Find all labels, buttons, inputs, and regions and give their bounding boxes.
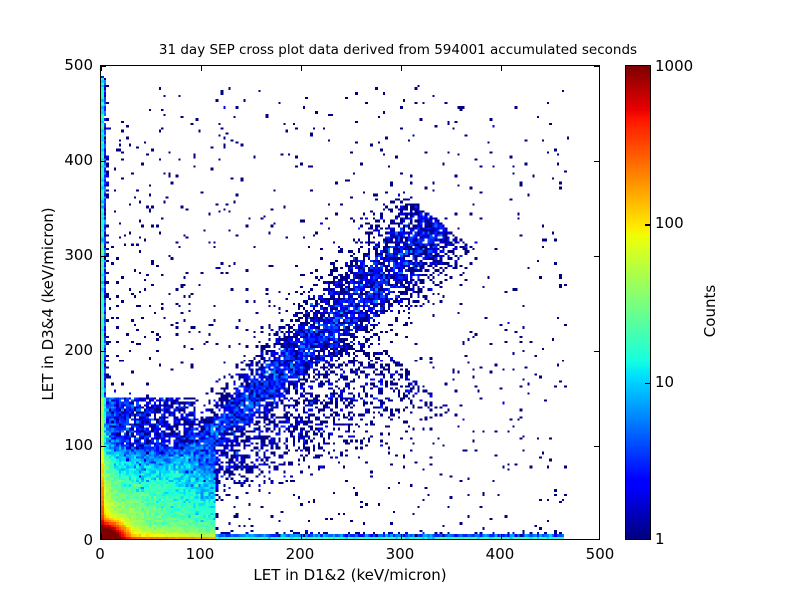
chart-title-line-1: 31 day SEP cross plot data derived from … [158, 42, 638, 58]
x-tick-label-200: 200 [285, 545, 315, 563]
x-tick-top-400 [501, 66, 503, 71]
x-tick-label-300: 300 [385, 545, 415, 563]
y-tick-100 [101, 446, 106, 448]
y-tick-right-400 [594, 161, 599, 163]
x-tick-label-100: 100 [185, 545, 215, 563]
x-tick-label-400: 400 [485, 545, 515, 563]
y-tick-300 [101, 256, 106, 258]
x-tick-100 [201, 534, 203, 539]
y-tick-right-300 [594, 256, 599, 258]
x-tick-300 [401, 534, 403, 539]
colorbar-label: Counts [701, 284, 719, 338]
colorbar-tick-label-100: 100 [655, 214, 684, 233]
x-tick-label-0: 0 [95, 545, 105, 563]
y-tick-label-100: 100 [64, 436, 93, 454]
colorbar-tick-label-1: 1 [655, 529, 665, 548]
y-axis-label: LET in D3&4 (keV/micron) [39, 207, 57, 401]
y-tick-right-500 [594, 66, 599, 68]
colorbar-tick-100 [645, 224, 650, 226]
colorbar [625, 65, 651, 540]
y-tick-400 [101, 161, 106, 163]
density-heatmap-canvas [101, 66, 599, 539]
colorbar-tick-10 [645, 382, 650, 384]
y-tick-label-400: 400 [64, 151, 93, 169]
colorbar-gradient [626, 66, 650, 539]
y-tick-label-500: 500 [64, 56, 93, 74]
y-tick-label-0: 0 [83, 531, 93, 549]
x-axis-label: LET in D1&2 (keV/micron) [253, 566, 447, 584]
y-tick-label-300: 300 [64, 246, 93, 264]
colorbar-tick-label-10: 10 [655, 372, 675, 391]
y-tick-label-200: 200 [64, 341, 93, 359]
x-tick-top-200 [301, 66, 303, 71]
x-tick-top-300 [401, 66, 403, 71]
y-tick-right-100 [594, 446, 599, 448]
x-tick-label-500: 500 [585, 545, 615, 563]
y-tick-200 [101, 351, 106, 353]
x-tick-top-100 [201, 66, 203, 71]
colorbar-tick-label-1000: 1000 [655, 56, 694, 75]
heatmap-layer [101, 66, 599, 539]
y-tick-right-200 [594, 351, 599, 353]
x-tick-200 [301, 534, 303, 539]
plot-area [100, 65, 600, 540]
x-tick-400 [501, 534, 503, 539]
x-tick-0 [101, 534, 103, 539]
x-tick-top-0 [101, 66, 103, 71]
y-tick-500 [101, 66, 106, 68]
